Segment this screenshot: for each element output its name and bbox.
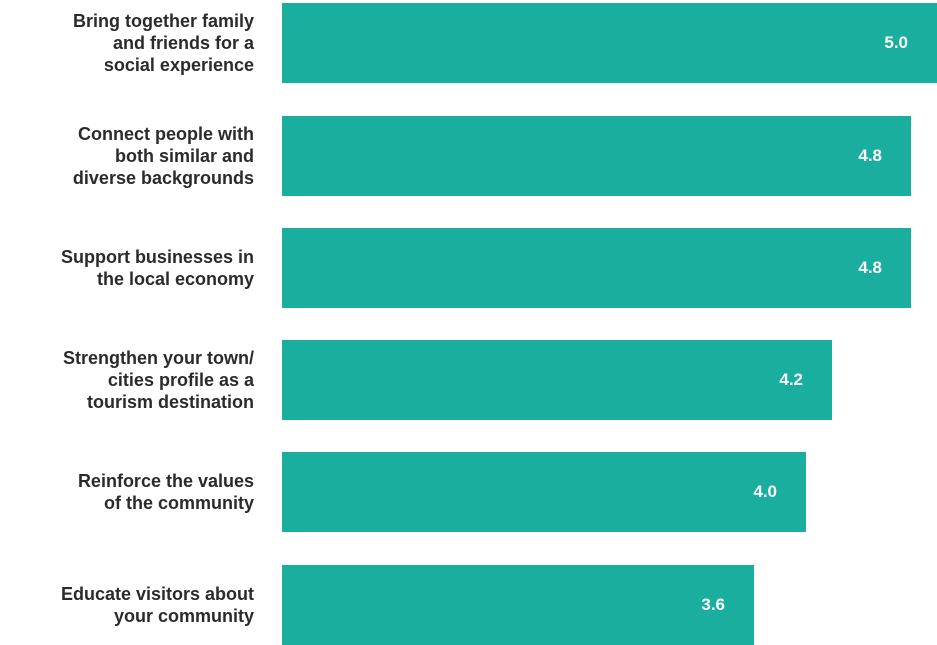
- bar-value-label: 5.0: [884, 33, 908, 52]
- category-label-text: Support businesses in the local economy: [60, 247, 254, 289]
- category-label-text: Educate visitors about your community: [60, 584, 254, 626]
- bar: [282, 452, 806, 532]
- bar: [282, 116, 911, 196]
- category-label: Reinforce the values of the community: [14, 452, 254, 532]
- category-label-text: Connect people with both similar and div…: [72, 124, 254, 188]
- category-label: Educate visitors about your community: [14, 565, 254, 645]
- category-label-text: Bring together family and friends for a …: [72, 11, 254, 75]
- bar: [282, 228, 911, 308]
- bar-value-label: 4.2: [779, 370, 803, 389]
- bar-value-label: 4.0: [753, 482, 777, 501]
- bar: [282, 565, 754, 645]
- category-label: Bring together family and friends for a …: [14, 3, 254, 83]
- bar-value-label: 4.8: [858, 146, 882, 165]
- bar: [282, 340, 832, 420]
- bar-value-label: 4.8: [858, 258, 882, 277]
- bar: [282, 3, 937, 83]
- category-label: Support businesses in the local economy: [14, 228, 254, 308]
- category-label-text: Strengthen your town/ cities profile as …: [63, 348, 254, 412]
- category-label: Connect people with both similar and div…: [14, 116, 254, 196]
- category-label: Strengthen your town/ cities profile as …: [14, 340, 254, 420]
- bar-value-label: 3.6: [701, 595, 725, 614]
- category-label-text: Reinforce the values of the community: [77, 471, 254, 513]
